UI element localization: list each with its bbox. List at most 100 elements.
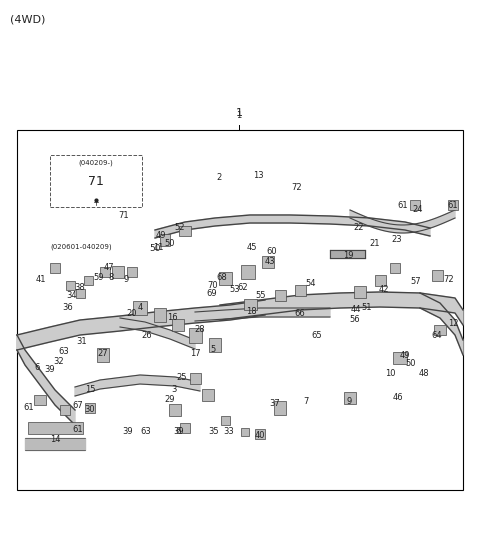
Polygon shape [17, 335, 75, 425]
Polygon shape [75, 375, 200, 396]
Bar [241, 428, 249, 436]
Bar [84, 275, 93, 284]
Text: 67: 67 [72, 401, 84, 410]
Text: 9: 9 [347, 397, 352, 406]
Bar [127, 267, 137, 277]
Text: 26: 26 [142, 331, 152, 339]
Polygon shape [195, 308, 330, 321]
Text: 69: 69 [207, 289, 217, 299]
Polygon shape [155, 215, 430, 238]
Text: 1: 1 [236, 108, 242, 118]
Text: 61: 61 [448, 200, 458, 210]
Text: 16: 16 [167, 314, 177, 322]
Text: 25: 25 [177, 373, 187, 381]
Text: 40: 40 [255, 431, 265, 439]
Text: 56: 56 [350, 316, 360, 325]
Text: 27: 27 [98, 348, 108, 358]
Text: (040209-): (040209-) [79, 160, 113, 167]
Text: 49: 49 [400, 352, 410, 360]
Text: 50: 50 [149, 244, 160, 253]
Bar [243, 299, 256, 310]
Bar [27, 422, 83, 434]
Text: 62: 62 [238, 283, 248, 291]
Text: 4: 4 [137, 302, 143, 311]
Text: 49: 49 [156, 231, 166, 241]
Polygon shape [120, 318, 195, 349]
Bar [262, 256, 274, 268]
Text: 36: 36 [62, 304, 73, 312]
Bar [17, 130, 463, 490]
Bar [241, 265, 255, 279]
Text: 45: 45 [247, 243, 257, 252]
Text: 52: 52 [175, 224, 185, 232]
Bar [275, 289, 286, 300]
Polygon shape [220, 292, 463, 325]
Bar [448, 200, 458, 210]
Text: 23: 23 [392, 236, 402, 245]
Text: 8: 8 [108, 273, 114, 282]
Text: 64: 64 [432, 332, 442, 341]
Text: 12: 12 [448, 319, 458, 327]
Text: 37: 37 [270, 399, 280, 407]
Text: 14: 14 [50, 436, 60, 444]
Bar [295, 284, 305, 295]
Text: 20: 20 [127, 310, 137, 319]
Bar [133, 301, 147, 315]
Text: 6: 6 [34, 364, 40, 373]
Text: 59: 59 [94, 273, 104, 283]
Text: 63: 63 [141, 427, 151, 437]
Text: 50: 50 [165, 238, 175, 247]
Bar [434, 325, 446, 335]
Text: 60: 60 [267, 247, 277, 257]
Text: 9: 9 [123, 275, 129, 284]
Bar [190, 373, 201, 384]
Bar [85, 403, 95, 413]
Bar [75, 289, 84, 298]
Text: 29: 29 [165, 395, 175, 405]
Text: 28: 28 [195, 326, 205, 335]
Text: 22: 22 [354, 224, 364, 232]
Bar [50, 263, 60, 273]
Text: 61: 61 [24, 404, 34, 412]
Text: 47: 47 [104, 263, 114, 272]
Bar [100, 267, 110, 277]
Bar [169, 404, 181, 416]
Text: 68: 68 [216, 273, 228, 283]
Text: 24: 24 [413, 205, 423, 215]
Bar [50, 155, 142, 207]
Text: 21: 21 [370, 238, 380, 247]
Bar [410, 200, 420, 210]
Text: 10: 10 [385, 369, 395, 378]
Text: 31: 31 [77, 337, 87, 347]
Text: 35: 35 [209, 427, 219, 437]
Text: 42: 42 [379, 285, 389, 295]
Polygon shape [25, 438, 85, 450]
Text: 38: 38 [74, 284, 85, 293]
Bar [209, 338, 221, 352]
Bar [189, 327, 202, 342]
Text: 55: 55 [256, 291, 266, 300]
Text: 72: 72 [292, 183, 302, 192]
Bar [220, 416, 229, 424]
Text: 13: 13 [252, 171, 264, 179]
Text: 61: 61 [398, 200, 408, 210]
Text: 6: 6 [175, 427, 180, 437]
Text: 51: 51 [362, 304, 372, 312]
Bar [274, 401, 286, 415]
Text: 34: 34 [67, 291, 77, 300]
Text: 72: 72 [444, 275, 454, 284]
Text: 15: 15 [85, 385, 95, 395]
Text: 41: 41 [36, 275, 46, 284]
Text: 5: 5 [210, 346, 216, 354]
Text: 54: 54 [306, 279, 316, 289]
Text: 32: 32 [54, 358, 64, 367]
Text: 61: 61 [72, 426, 84, 434]
Text: 50: 50 [406, 359, 416, 369]
Bar [65, 280, 74, 289]
Bar [154, 308, 166, 322]
Text: 17: 17 [190, 348, 200, 358]
Bar [172, 319, 184, 331]
Text: 18: 18 [246, 307, 256, 316]
Bar [112, 266, 124, 278]
Text: 53: 53 [230, 284, 240, 294]
